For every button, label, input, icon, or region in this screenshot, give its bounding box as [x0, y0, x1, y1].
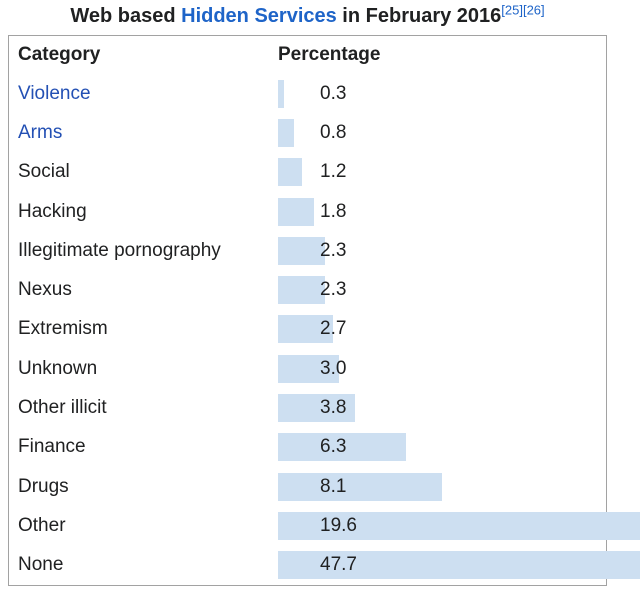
percentage-bar	[278, 551, 640, 580]
hidden-services-table: Category Percentage Violence 0.3 Arms 0.…	[8, 35, 640, 586]
percentage-value: 0.8	[320, 121, 347, 143]
percentage-bar	[278, 118, 295, 147]
category-label: Hacking	[18, 200, 87, 222]
percentage-cell: 0.8	[278, 113, 606, 152]
table-row: None 47.7	[9, 546, 640, 585]
percentage-value: 3.0	[320, 357, 347, 379]
percentage-bar	[278, 79, 285, 108]
table-row: Hacking 1.8	[9, 192, 606, 231]
percentage-cell: 3.8	[278, 388, 606, 427]
percentage-cell: 2.7	[278, 310, 606, 349]
category-link[interactable]: Violence	[18, 82, 91, 104]
category-label: Extremism	[18, 318, 108, 340]
percentage-value: 8.1	[320, 475, 347, 497]
table-row: Other 19.6	[9, 506, 640, 545]
caption-prefix: Web based	[70, 5, 182, 27]
percentage-cell: 1.2	[278, 153, 606, 192]
category-label: Drugs	[18, 475, 69, 497]
caption-references: [25][26]	[501, 2, 544, 17]
percentage-cell: 2.3	[278, 231, 606, 270]
category-label: Other illicit	[18, 397, 107, 419]
percentage-bar	[278, 354, 339, 383]
table-row: Violence 0.3	[9, 74, 606, 113]
percentage-value: 2.3	[320, 279, 347, 301]
hidden-services-link[interactable]: Hidden Services	[181, 5, 337, 27]
category-cell: None	[9, 554, 278, 576]
table-caption: Web based Hidden Services in February 20…	[8, 2, 607, 28]
header-row: Category Percentage	[9, 36, 606, 74]
percentage-bar	[278, 315, 333, 344]
category-cell: Social	[9, 161, 278, 183]
category-label: Illegitimate pornography	[18, 239, 221, 261]
ref-26-link[interactable]: [26]	[522, 2, 545, 18]
percentage-cell: 6.3	[278, 428, 606, 467]
percentage-cell: 1.8	[278, 192, 606, 231]
category-cell: Drugs	[9, 476, 278, 498]
category-label: Other	[18, 514, 66, 536]
category-cell: Hacking	[9, 201, 278, 223]
table-row: Illegitimate pornography 2.3	[9, 231, 606, 270]
percentage-cell: 19.6	[278, 506, 640, 545]
category-link[interactable]: Arms	[18, 121, 63, 143]
table-row: Drugs 8.1	[9, 467, 606, 506]
table-row: Extremism 2.7	[9, 310, 606, 349]
percentage-bar	[278, 433, 406, 462]
table-rows: Violence 0.3 Arms 0.8 Social 1.2 Hacking…	[9, 74, 640, 585]
category-column-header: Category	[18, 44, 101, 65]
percentage-bar	[278, 158, 303, 187]
percentage-value: 3.8	[320, 397, 347, 419]
category-cell: Nexus	[9, 279, 278, 301]
category-cell: Illegitimate pornography	[9, 240, 278, 262]
category-cell: Arms	[9, 122, 278, 144]
percentage-value: 2.3	[320, 239, 347, 261]
table-row: Other illicit 3.8	[9, 388, 606, 427]
percentage-value: 1.8	[320, 200, 347, 222]
category-cell: Violence	[9, 83, 278, 105]
percentage-value: 2.7	[320, 318, 347, 340]
percentage-cell: 0.3	[278, 74, 606, 113]
category-cell: Unknown	[9, 358, 278, 380]
table-row: Nexus 2.3	[9, 270, 606, 309]
percentage-value: 19.6	[320, 514, 357, 536]
category-label: Social	[18, 161, 70, 183]
caption-suffix: in February 2016	[336, 5, 502, 27]
percentage-cell: 47.7	[278, 546, 640, 585]
category-label: None	[18, 554, 64, 576]
table-row: Social 1.2	[9, 153, 606, 192]
table-row: Arms 0.8	[9, 113, 606, 152]
category-cell: Other	[9, 515, 278, 537]
percentage-value: 6.3	[320, 436, 347, 458]
table-row: Unknown 3.0	[9, 349, 606, 388]
percentage-bar	[278, 511, 640, 540]
table-row: Finance 6.3	[9, 428, 606, 467]
percentage-bar	[278, 472, 443, 501]
percentage-column-header: Percentage	[278, 44, 381, 65]
percentage-bar	[278, 197, 315, 226]
percentage-bar	[278, 394, 355, 423]
category-label: Nexus	[18, 279, 72, 301]
percentage-cell: 3.0	[278, 349, 606, 388]
category-label: Unknown	[18, 357, 98, 379]
category-cell: Other illicit	[9, 397, 278, 419]
percentage-bar	[278, 236, 325, 265]
ref-25-link[interactable]: [25]	[501, 2, 523, 18]
percentage-value: 0.3	[320, 82, 347, 104]
percentage-bar	[278, 276, 325, 305]
percentage-value: 47.7	[320, 554, 357, 576]
category-cell: Finance	[9, 436, 278, 458]
category-label: Finance	[18, 436, 86, 458]
category-cell: Extremism	[9, 318, 278, 340]
percentage-cell: 8.1	[278, 467, 606, 506]
percentage-value: 1.2	[320, 161, 347, 183]
percentage-cell: 2.3	[278, 270, 606, 309]
